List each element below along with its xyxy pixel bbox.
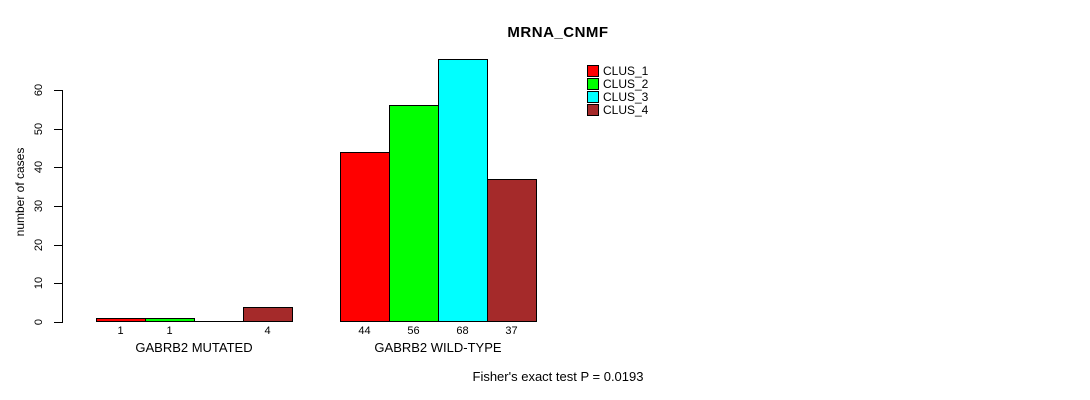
y-axis-tick-label: 20: [33, 238, 45, 252]
group-label-wild-type: GABRB2 WILD-TYPE: [374, 340, 502, 355]
y-axis-line: [62, 90, 63, 323]
bar-clus_2: [145, 318, 195, 322]
stat-annotation: Fisher's exact test P = 0.0193: [472, 369, 644, 384]
bar-value-label: 1: [117, 325, 124, 337]
legend-label: CLUS_2: [603, 77, 649, 91]
bar-value-label: 37: [505, 325, 518, 337]
y-axis-tick-label: 50: [33, 122, 45, 136]
chart-title: MRNA_CNMF: [507, 24, 609, 41]
bar-value-label: 68: [456, 325, 469, 337]
legend-swatch-clus3-icon: [587, 91, 599, 103]
legend-swatch-clus1-icon: [587, 65, 599, 77]
legend-label: CLUS_4: [603, 103, 649, 117]
y-axis-tick: [54, 206, 62, 207]
y-axis-tick-label: 0: [33, 318, 45, 326]
bar-value-label: 44: [358, 325, 371, 337]
y-axis-tick: [54, 283, 62, 284]
bar-clus_4: [243, 307, 293, 322]
y-axis-tick: [54, 129, 62, 130]
bar-value-label: 56: [407, 325, 420, 337]
legend-swatch-clus2-icon: [587, 78, 599, 90]
legend-label: CLUS_3: [603, 90, 649, 104]
y-axis-title: number of cases: [13, 147, 27, 237]
group-label-mutated: GABRB2 MUTATED: [135, 340, 253, 355]
bar-clus_1: [340, 152, 390, 322]
y-axis-tick: [54, 322, 62, 323]
bar-clus_4: [487, 179, 537, 322]
y-axis-tick-label: 10: [33, 276, 45, 290]
y-axis-tick: [54, 167, 62, 168]
legend-swatch-clus4-icon: [587, 104, 599, 116]
y-axis-tick-label: 30: [33, 199, 45, 213]
legend-label: CLUS_1: [603, 64, 649, 78]
bar-clus_1: [96, 318, 146, 322]
y-axis-tick: [54, 90, 62, 91]
y-axis-tick-label: 60: [33, 83, 45, 97]
bar-clus_2: [389, 105, 439, 322]
bar-value-label: 4: [264, 325, 271, 337]
bar-value-label: 1: [166, 325, 173, 337]
y-axis-tick-label: 40: [33, 160, 45, 174]
bar-clus_3: [438, 59, 488, 322]
y-axis-tick: [54, 245, 62, 246]
